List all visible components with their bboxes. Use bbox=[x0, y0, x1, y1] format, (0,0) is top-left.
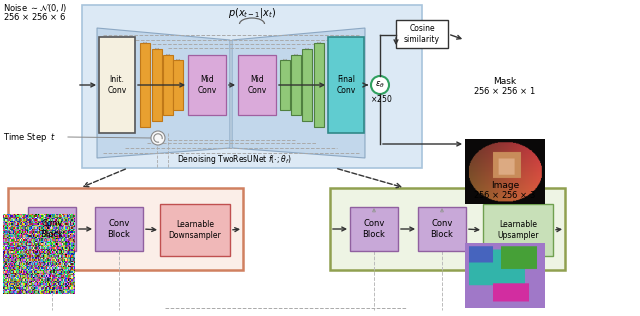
Text: Denoising TwoResUNet $f(\cdot; \theta_f)$: Denoising TwoResUNet $f(\cdot; \theta_f)… bbox=[177, 154, 292, 167]
FancyBboxPatch shape bbox=[314, 43, 324, 127]
FancyBboxPatch shape bbox=[99, 37, 135, 133]
FancyBboxPatch shape bbox=[328, 37, 364, 133]
Circle shape bbox=[151, 131, 165, 145]
Text: Conv
Block: Conv Block bbox=[431, 219, 453, 239]
FancyBboxPatch shape bbox=[238, 55, 276, 115]
FancyBboxPatch shape bbox=[163, 55, 173, 115]
Text: 256 $\times$ 256 $\times$ 3: 256 $\times$ 256 $\times$ 3 bbox=[474, 190, 537, 200]
FancyBboxPatch shape bbox=[82, 5, 422, 168]
FancyBboxPatch shape bbox=[95, 207, 143, 251]
Circle shape bbox=[371, 76, 389, 94]
Text: 256 $\times$ 256 $\times$ 1: 256 $\times$ 256 $\times$ 1 bbox=[474, 86, 536, 96]
Text: Cosine
similarity: Cosine similarity bbox=[404, 24, 440, 44]
FancyBboxPatch shape bbox=[280, 60, 290, 110]
Text: Conv
Block: Conv Block bbox=[363, 219, 385, 239]
FancyBboxPatch shape bbox=[330, 188, 565, 270]
Text: Conv
Block: Conv Block bbox=[108, 219, 131, 239]
FancyBboxPatch shape bbox=[160, 204, 230, 256]
Text: Noise $\sim \mathcal{N}(0, I)$: Noise $\sim \mathcal{N}(0, I)$ bbox=[3, 2, 67, 14]
Text: Final
Conv: Final Conv bbox=[337, 75, 356, 95]
Text: Conv
Block: Conv Block bbox=[40, 219, 63, 239]
Text: Learnable
Downsampler: Learnable Downsampler bbox=[168, 220, 221, 240]
FancyBboxPatch shape bbox=[350, 207, 398, 251]
Text: Init.
Conv: Init. Conv bbox=[108, 75, 127, 95]
Text: Time Step  $t$: Time Step $t$ bbox=[3, 131, 56, 143]
Text: Mid
Conv: Mid Conv bbox=[248, 75, 267, 95]
Text: $p(x_{t-1}|x_t)$: $p(x_{t-1}|x_t)$ bbox=[228, 6, 276, 20]
FancyBboxPatch shape bbox=[291, 55, 301, 115]
FancyBboxPatch shape bbox=[302, 49, 312, 121]
FancyBboxPatch shape bbox=[140, 43, 150, 127]
FancyBboxPatch shape bbox=[152, 49, 162, 121]
FancyBboxPatch shape bbox=[173, 60, 183, 110]
Text: 256 $\times$ 256 $\times$ 6: 256 $\times$ 256 $\times$ 6 bbox=[3, 11, 67, 22]
FancyBboxPatch shape bbox=[483, 204, 553, 256]
FancyBboxPatch shape bbox=[188, 55, 226, 115]
FancyBboxPatch shape bbox=[8, 188, 243, 270]
Text: Mid
Conv: Mid Conv bbox=[197, 75, 216, 95]
Text: Mask: Mask bbox=[493, 76, 516, 86]
Text: Learnable
Upsampler: Learnable Upsampler bbox=[497, 220, 539, 240]
Polygon shape bbox=[97, 28, 230, 158]
Text: $\epsilon_\theta$: $\epsilon_\theta$ bbox=[375, 80, 385, 90]
Text: $\times$250: $\times$250 bbox=[370, 94, 392, 105]
FancyBboxPatch shape bbox=[28, 207, 76, 251]
FancyBboxPatch shape bbox=[396, 20, 448, 48]
Polygon shape bbox=[232, 28, 365, 158]
Text: Image: Image bbox=[491, 180, 519, 190]
FancyBboxPatch shape bbox=[418, 207, 466, 251]
